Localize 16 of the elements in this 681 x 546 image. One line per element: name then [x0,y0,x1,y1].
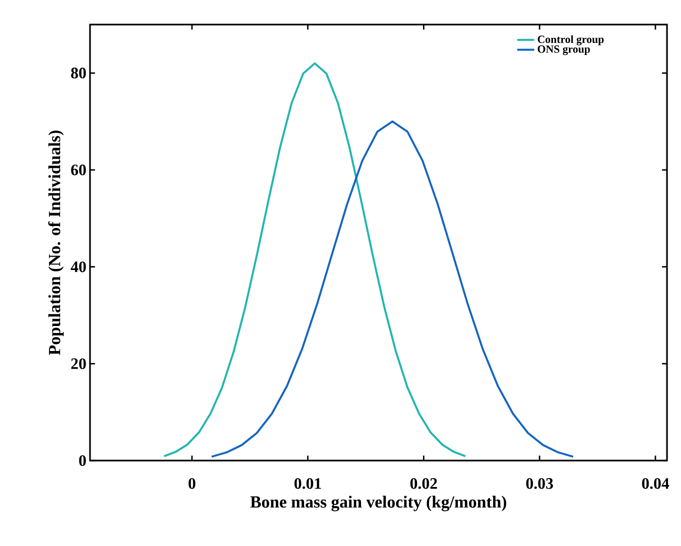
line-series [210,120,574,458]
y-tick-label: 80 [71,68,86,78]
x-tick-label: 0.04 [642,478,670,489]
y-tick-label: 40 [70,261,86,272]
y-tick-label: 20 [71,358,86,370]
legend-label: ONS group [538,45,590,56]
legend-label: Control group [538,35,604,46]
x-tick-label: 0.02 [410,478,437,489]
x-tick-label: 0.01 [294,478,321,489]
x-axis-title: Bone mass gain velocity (kg/month) [250,496,506,512]
y-tick-label: 0 [79,455,86,466]
y-tick-label: 60 [71,164,86,176]
y-axis-title: Population (No. of Individuals) [48,130,64,355]
x-tick-label: 0.03 [526,478,553,489]
x-tick-label: 0 [188,478,196,489]
line-series [163,62,466,458]
